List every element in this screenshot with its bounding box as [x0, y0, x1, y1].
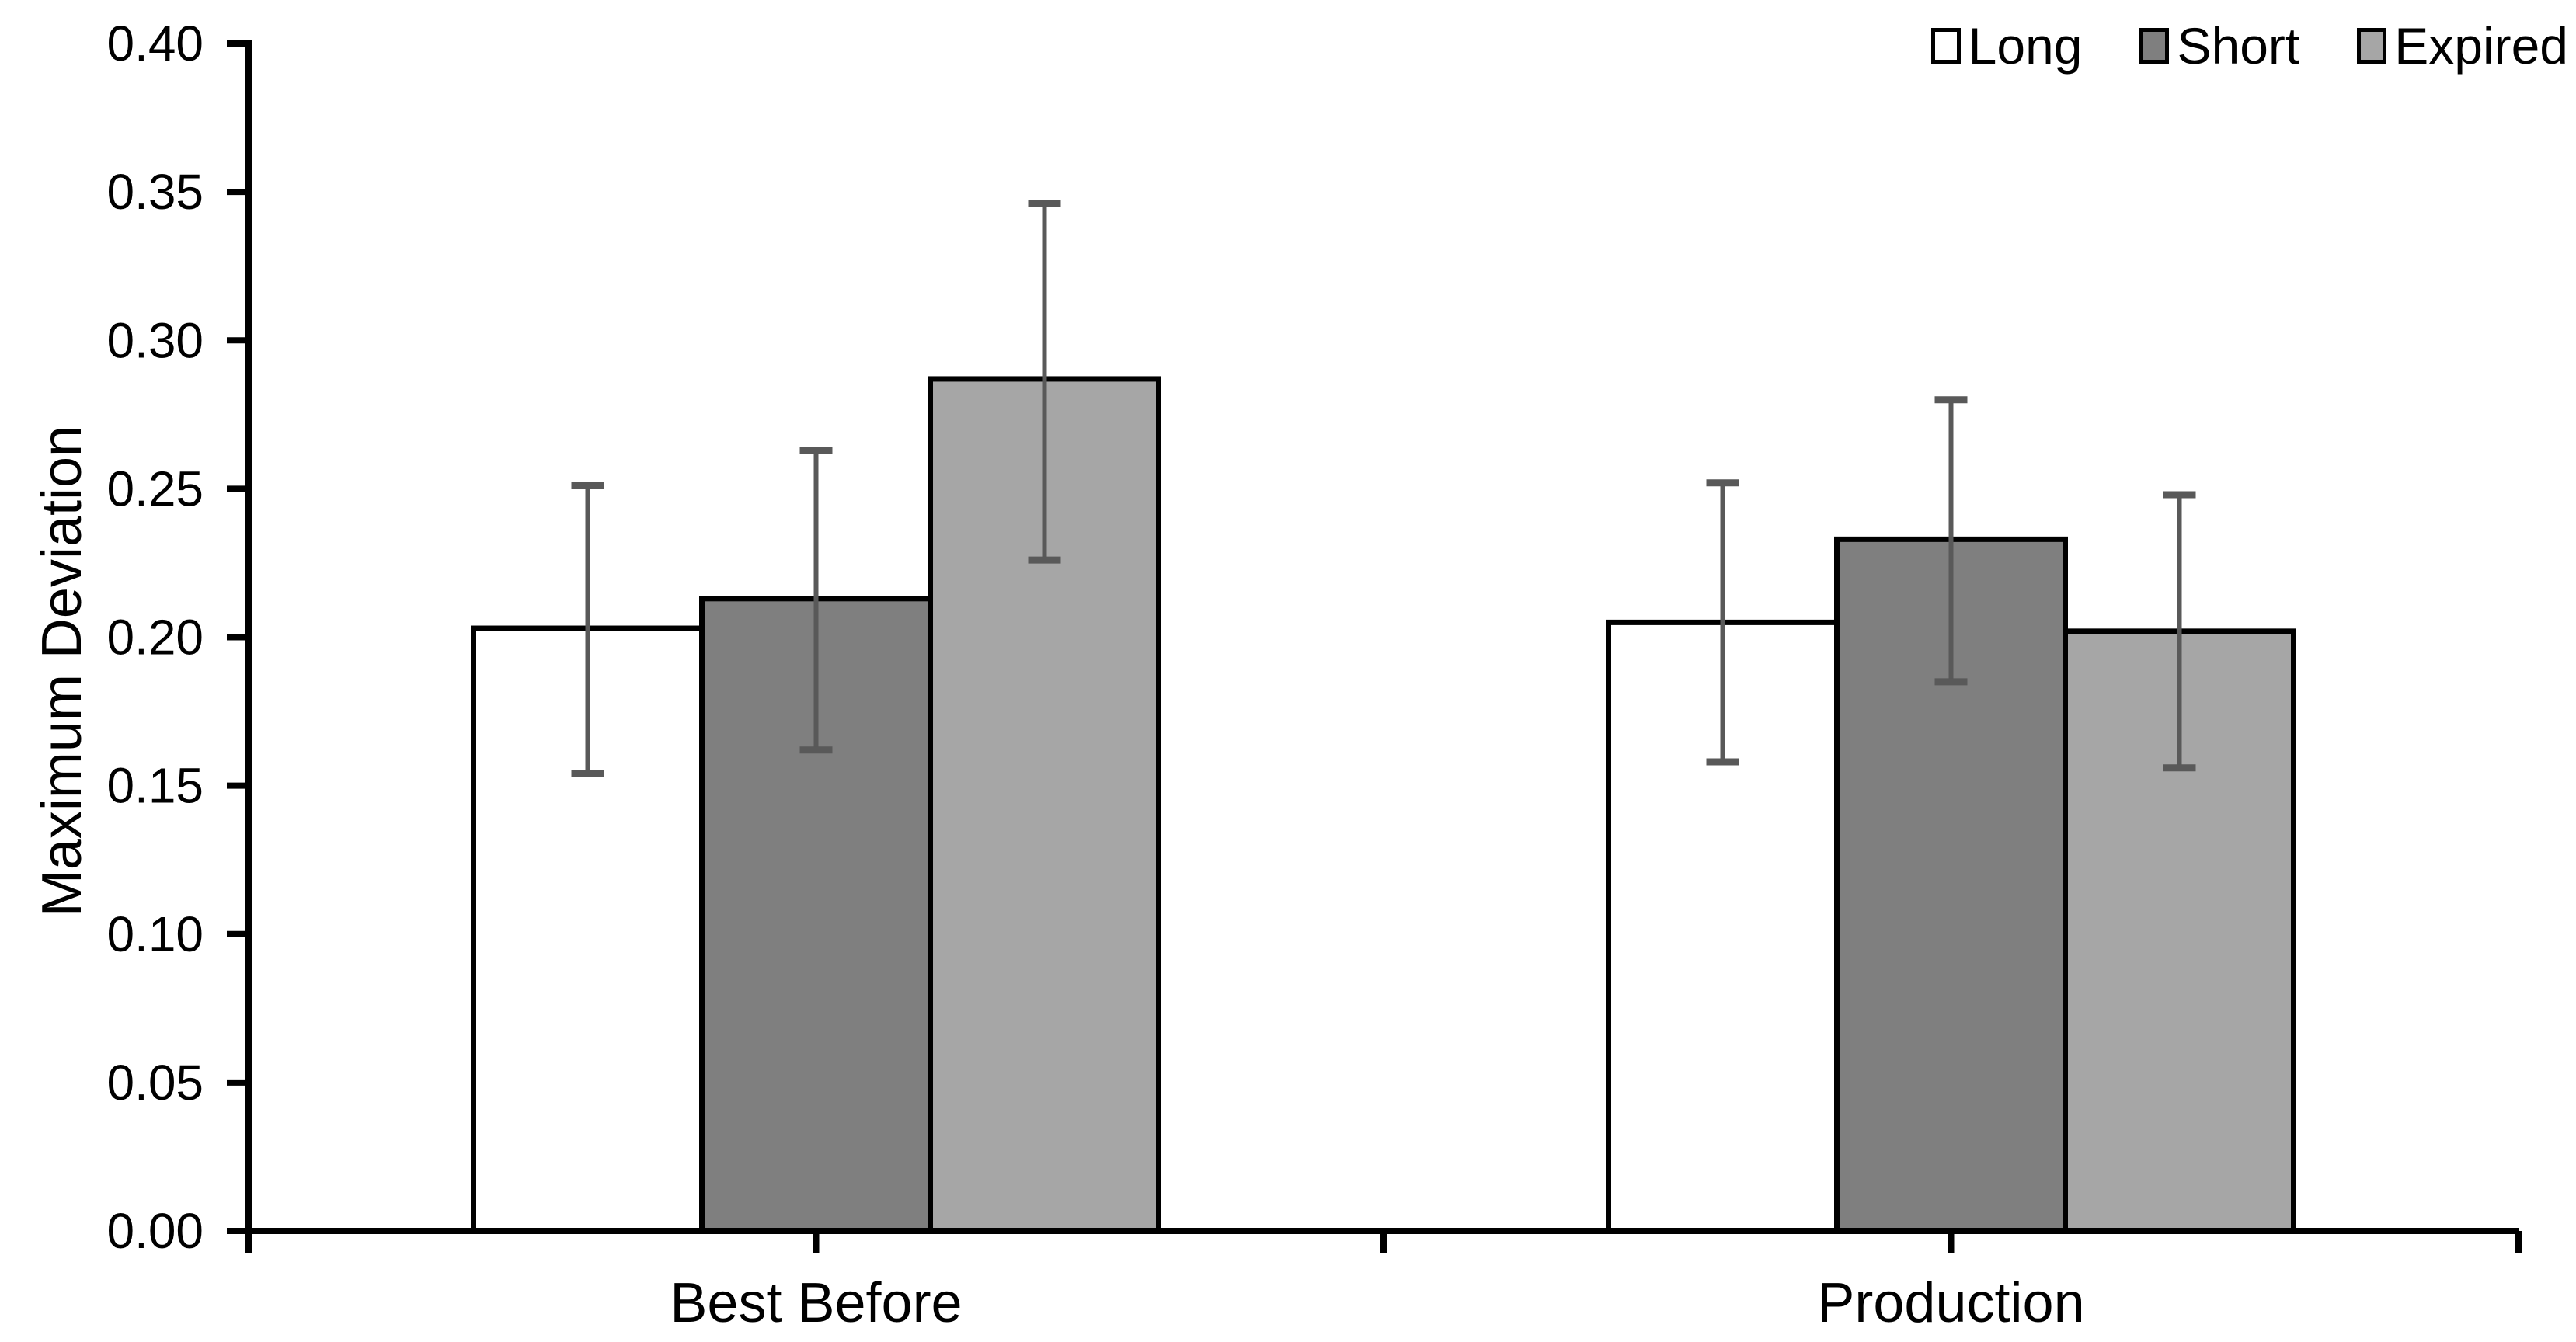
- legend-item-expired: Expired: [2357, 20, 2568, 71]
- legend-item-short: Short: [2139, 20, 2299, 71]
- y-axis-title: Maximum Deviation: [31, 425, 93, 917]
- y-tick-label-0.05: 0.05: [106, 1055, 204, 1111]
- legend-marker-long-icon: [1930, 28, 1961, 64]
- legend-marker-expired-icon: [2357, 28, 2387, 64]
- legend-label-long: Long: [1968, 17, 2083, 75]
- y-tick-label-0.20: 0.20: [106, 610, 204, 666]
- legend-item-long: Long: [1930, 17, 2083, 75]
- x-category-label-production: Production: [1817, 1272, 2084, 1334]
- x-category-label-best-before: Best Before: [670, 1272, 962, 1334]
- legend-label-expired: Expired: [2394, 17, 2568, 75]
- y-tick-label-0.15: 0.15: [106, 758, 204, 814]
- y-tick-label-0.00: 0.00: [106, 1203, 204, 1259]
- y-tick-label-0.40: 0.40: [106, 16, 204, 71]
- y-tick-label-0.25: 0.25: [106, 461, 204, 516]
- legend-marker-short-icon: [2139, 28, 2170, 64]
- legend-label-short: Short: [2177, 17, 2300, 75]
- y-tick-label-0.10: 0.10: [106, 906, 204, 962]
- legend: Long Short Expired: [1930, 17, 2568, 75]
- y-tick-label-0.30: 0.30: [106, 312, 204, 368]
- y-tick-label-0.35: 0.35: [106, 164, 204, 220]
